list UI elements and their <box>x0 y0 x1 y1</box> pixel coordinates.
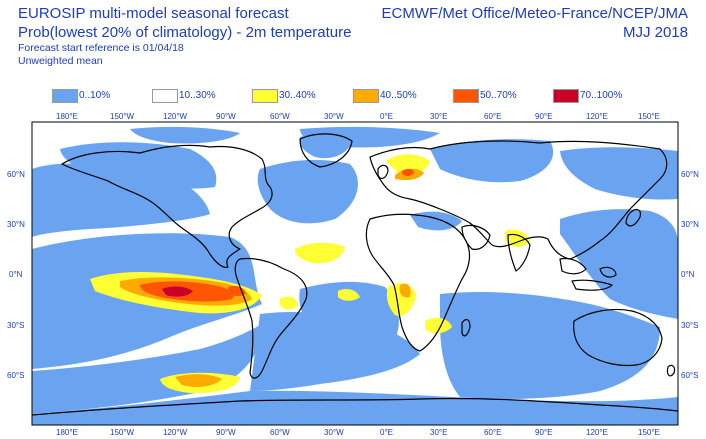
lon-label-bottom: 90°E <box>535 428 552 437</box>
legend-label: 10..30% <box>179 90 216 101</box>
lon-label-bottom: 60°E <box>484 428 501 437</box>
lat-label-right: 0°N <box>681 270 695 279</box>
lon-label-top: 150°W <box>110 112 135 121</box>
lon-label-bottom: 0°E <box>380 428 393 437</box>
probability-field <box>32 126 678 425</box>
lon-label-bottom: 90°W <box>216 428 236 437</box>
lon-label-top: 180°E <box>56 112 78 121</box>
centres-label: ECMWF/Met Office/Meteo-France/NCEP/JMA <box>381 5 688 22</box>
lon-label-top: 150°E <box>638 112 660 121</box>
lon-label-bottom: 30°W <box>324 428 344 437</box>
lat-label-left: 30°S <box>7 321 24 330</box>
season-label: MJJ 2018 <box>622 24 688 41</box>
lon-labels-top: 180°E 150°W 120°W 90°W 60°W 30°W 0°E 30°… <box>56 112 660 121</box>
legend-label: 0..10% <box>79 90 111 101</box>
lon-label-bottom: 180°E <box>56 428 78 437</box>
legend-swatch <box>553 89 579 103</box>
probability-70-100-areas <box>162 286 193 297</box>
map-frame <box>31 121 679 426</box>
lat-label-left: 30°N <box>7 220 25 229</box>
forecast-start-reference: Forecast start reference is 01/04/18 <box>18 42 184 54</box>
lat-label-right: 60°S <box>681 371 698 380</box>
map-title: EUROSIP multi-model seasonal forecast <box>18 5 289 22</box>
lon-label-top: 30°W <box>324 112 344 121</box>
lat-label-right: 30°N <box>681 220 699 229</box>
lon-labels-bottom: 180°E 150°W 120°W 90°W 60°W 30°W 0°E 30°… <box>56 428 660 437</box>
coastlines <box>32 133 678 416</box>
lat-label-left: 60°S <box>7 371 24 380</box>
legend-label: 30..40% <box>279 90 316 101</box>
lon-label-top: 0°E <box>380 112 393 121</box>
legend-label: 40..50% <box>380 90 417 101</box>
title-block: EUROSIP multi-model seasonal forecast Pr… <box>18 4 351 68</box>
weighting-note: Unweighted mean <box>18 55 103 67</box>
legend-swatch <box>52 89 78 103</box>
lon-label-top: 30°E <box>430 112 447 121</box>
lon-label-bottom: 150°W <box>110 428 135 437</box>
legend-label: 70..100% <box>580 90 623 101</box>
lon-label-top: 60°E <box>484 112 501 121</box>
lon-label-top: 90°E <box>535 112 552 121</box>
legend-swatch <box>453 89 479 103</box>
lon-label-top: 120°W <box>163 112 188 121</box>
lon-label-bottom: 30°E <box>430 428 447 437</box>
legend-swatch <box>252 89 278 103</box>
lat-label-right: 30°S <box>681 321 698 330</box>
lon-label-top: 90°W <box>216 112 236 121</box>
info-block: ECMWF/Met Office/Meteo-France/NCEP/JMA M… <box>382 4 688 42</box>
lat-label-right: 60°N <box>681 170 699 179</box>
map-subtitle: Prob(lowest 20% of climatology) - 2m tem… <box>18 24 352 41</box>
lon-label-top: 120°E <box>586 112 608 121</box>
lon-label-bottom: 120°W <box>163 428 188 437</box>
legend-swatch <box>353 89 379 103</box>
lat-labels-right: 60°N 30°N 0°N 30°S 60°S <box>681 170 699 380</box>
lon-label-bottom: 120°E <box>586 428 608 437</box>
legend: 0..10% 10..30% 30..40% 40..50% 50..70% 7… <box>52 89 692 105</box>
lat-label-left: 0°N <box>9 270 23 279</box>
lon-label-bottom: 150°E <box>638 428 660 437</box>
lon-label-bottom: 60°W <box>270 428 290 437</box>
legend-label: 50..70% <box>480 90 517 101</box>
lat-labels-left: 60°N 30°N 0°N 30°S 60°S <box>7 170 25 380</box>
legend-swatch <box>152 89 178 103</box>
lon-label-top: 60°W <box>270 112 290 121</box>
lat-label-left: 60°N <box>7 170 25 179</box>
world-map: 180°E 150°W 120°W 90°W 60°W 30°W 0°E 30°… <box>7 112 699 437</box>
